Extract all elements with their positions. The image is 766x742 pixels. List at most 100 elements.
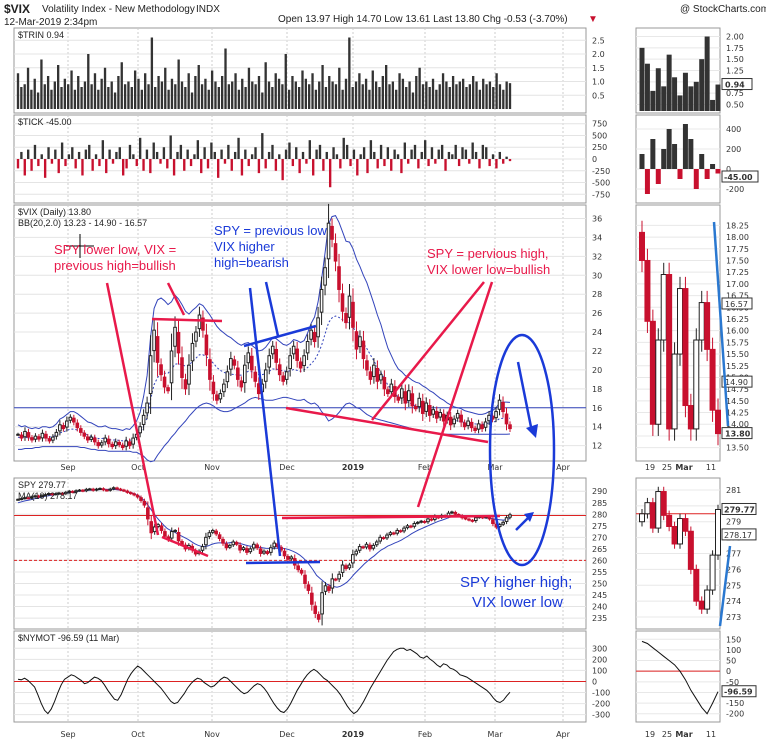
trin-side-bar bbox=[677, 95, 683, 111]
tick-side-bar bbox=[688, 139, 694, 169]
tick-bar bbox=[369, 140, 373, 159]
side-x-axis-label: 11 bbox=[706, 730, 716, 739]
candle-body bbox=[215, 394, 219, 401]
tick-label: 16 bbox=[592, 404, 602, 413]
candle-body bbox=[448, 416, 453, 426]
trin-bar bbox=[220, 76, 224, 109]
tick-side-bar bbox=[661, 149, 667, 169]
tick-bar bbox=[339, 159, 342, 169]
tick-label: 100 bbox=[592, 666, 607, 675]
symbol-name: Volatility Index - New Methodology bbox=[42, 4, 195, 15]
trin-bar bbox=[318, 81, 321, 109]
candle-body bbox=[74, 490, 78, 493]
candle-body bbox=[466, 420, 470, 427]
trin-bar bbox=[415, 76, 418, 109]
candle-body bbox=[289, 556, 294, 560]
candle-body bbox=[101, 488, 106, 491]
side-tick-label: 16.00 bbox=[726, 327, 749, 336]
trin-bar bbox=[120, 62, 123, 109]
candle-body bbox=[371, 544, 376, 549]
candle-body bbox=[169, 350, 174, 384]
trin-bar bbox=[388, 84, 391, 109]
candle-body bbox=[138, 426, 142, 434]
tick-label: 265 bbox=[592, 545, 607, 554]
candle-body bbox=[501, 401, 505, 413]
trin-side-bar bbox=[650, 90, 656, 111]
x-axis-label: Apr bbox=[556, 463, 571, 472]
candle-body bbox=[139, 497, 143, 501]
candle-body bbox=[229, 358, 233, 370]
trin-bar bbox=[328, 76, 331, 109]
candle-body bbox=[687, 405, 694, 430]
tick-label: 255 bbox=[592, 568, 607, 577]
tick-bar bbox=[118, 147, 121, 159]
trin-bar bbox=[237, 89, 241, 109]
candle-body bbox=[81, 489, 85, 492]
candle-body bbox=[135, 494, 140, 498]
tick-bar bbox=[481, 144, 485, 159]
last-value-label: 0.94 bbox=[725, 81, 745, 90]
trin-bar bbox=[140, 89, 144, 109]
candle-body bbox=[197, 314, 202, 330]
candle-body bbox=[231, 541, 236, 546]
side-tick-label: 1.50 bbox=[726, 55, 744, 64]
tick-label: 2.0 bbox=[592, 50, 605, 59]
tick-bar bbox=[145, 149, 149, 159]
candle-body bbox=[306, 584, 311, 591]
tick-bar bbox=[206, 159, 210, 169]
trin-bar bbox=[127, 81, 130, 109]
trin-bar bbox=[16, 73, 20, 109]
x-axis-label: Apr bbox=[556, 730, 571, 739]
candle-body bbox=[467, 518, 471, 521]
trin-bar bbox=[63, 78, 67, 109]
tick-label: 34 bbox=[592, 233, 602, 242]
trin-bar bbox=[304, 78, 308, 109]
tick-bar bbox=[111, 159, 115, 164]
candle-body bbox=[330, 578, 335, 589]
candle-body bbox=[43, 494, 48, 497]
candle-body bbox=[452, 418, 456, 425]
trin-side-bar bbox=[639, 47, 645, 111]
tick-side-bar bbox=[715, 169, 721, 174]
side-x-axis-label: Mar bbox=[675, 730, 692, 739]
tick-bar bbox=[362, 147, 366, 159]
trin-bar bbox=[277, 78, 281, 109]
arrow-line bbox=[416, 281, 494, 508]
x-axis-label: Dec bbox=[279, 730, 294, 739]
tick-bar bbox=[115, 151, 118, 159]
tick-bar bbox=[152, 142, 155, 159]
candle-body bbox=[148, 355, 153, 395]
candle-body bbox=[120, 444, 125, 449]
tick-bar bbox=[447, 151, 451, 159]
candle-body bbox=[438, 412, 443, 418]
trin-bar bbox=[374, 81, 378, 109]
candle-body bbox=[44, 433, 48, 439]
candle-body bbox=[409, 525, 413, 528]
tick-label: 250 bbox=[592, 143, 607, 152]
candle-body bbox=[149, 521, 154, 534]
candle-body bbox=[368, 371, 373, 380]
candle-body bbox=[378, 536, 382, 542]
trin-bar bbox=[53, 81, 56, 109]
candle-body bbox=[99, 442, 104, 446]
side-tick-label: 17.75 bbox=[726, 245, 749, 254]
tick-label: 22 bbox=[592, 347, 602, 356]
tick-bar bbox=[179, 144, 183, 159]
tick-bar bbox=[213, 151, 216, 159]
x-axis-label: 2019 bbox=[342, 463, 365, 472]
value-badge bbox=[721, 375, 753, 388]
tick-bar bbox=[122, 159, 125, 176]
candle-body bbox=[470, 519, 475, 522]
candle-body bbox=[239, 380, 244, 388]
trin-bar bbox=[46, 76, 50, 109]
tick-label: 0 bbox=[592, 677, 597, 686]
trin-bar bbox=[401, 78, 405, 109]
trin-bar bbox=[56, 65, 60, 109]
tick-bar bbox=[491, 154, 495, 159]
trin-bar bbox=[90, 84, 93, 109]
tick-bar bbox=[220, 149, 223, 159]
tick-label: 28 bbox=[592, 290, 602, 299]
trin-bar bbox=[411, 92, 415, 109]
trin-bar bbox=[254, 84, 257, 109]
tick-bar bbox=[244, 149, 247, 159]
